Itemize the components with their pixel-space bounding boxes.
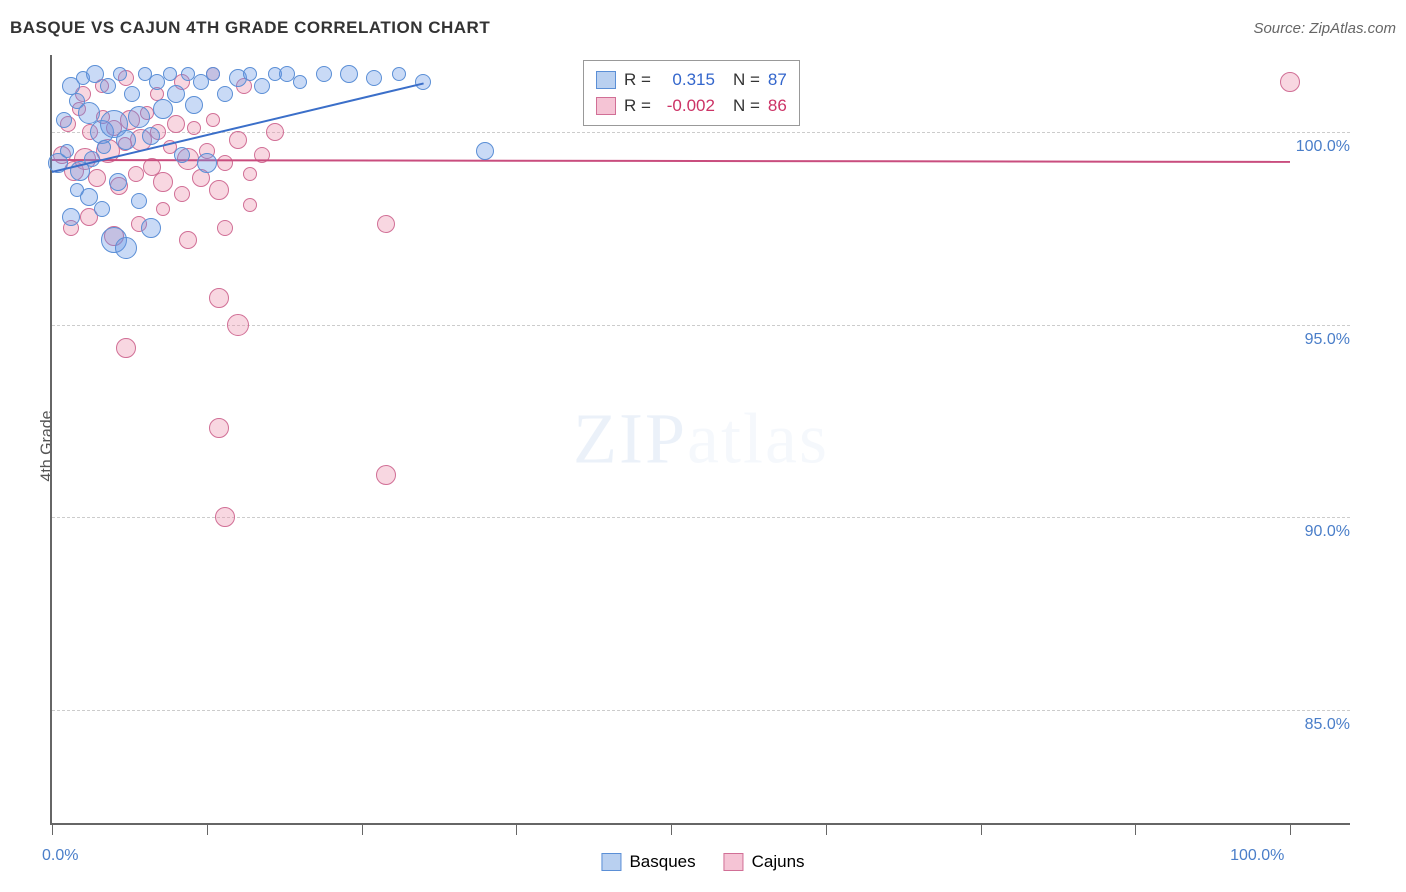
stats-legend-row: R = 0.315 N = 87 (596, 67, 787, 93)
scatter-point (100, 78, 116, 94)
stats-legend-row: R = -0.002 N = 86 (596, 93, 787, 119)
scatter-point (142, 127, 160, 145)
scatter-point (243, 167, 257, 181)
scatter-point (94, 201, 110, 217)
x-tick-label: 0.0% (42, 847, 78, 865)
scatter-point (293, 75, 307, 89)
scatter-point (163, 67, 177, 81)
y-tick-label: 85.0% (1280, 716, 1350, 734)
scatter-point (476, 142, 494, 160)
x-tick (207, 823, 208, 835)
scatter-point (366, 70, 382, 86)
trend-line (52, 159, 1290, 163)
scatter-point (197, 153, 217, 173)
scatter-point (1280, 72, 1300, 92)
scatter-point (128, 106, 150, 128)
scatter-point (174, 186, 190, 202)
y-tick-label: 95.0% (1280, 331, 1350, 349)
scatter-point (113, 67, 127, 81)
r-label: R = (624, 67, 651, 93)
scatter-point (217, 155, 233, 171)
watermark: ZIPatlas (573, 398, 829, 481)
x-tick (52, 823, 53, 835)
r-label: R = (624, 93, 651, 119)
scatter-point (116, 130, 136, 150)
scatter-point (217, 220, 233, 236)
source-label: Source: ZipAtlas.com (1253, 20, 1396, 37)
scatter-point (415, 74, 431, 90)
r-value: 0.315 (659, 67, 715, 93)
series-name: Cajuns (752, 852, 805, 872)
scatter-point (115, 237, 137, 259)
series-legend: Basques Cajuns (601, 852, 804, 872)
scatter-point (116, 338, 136, 358)
scatter-point (376, 465, 396, 485)
x-tick (1135, 823, 1136, 835)
scatter-point (243, 67, 257, 81)
x-tick (671, 823, 672, 835)
scatter-point (206, 113, 220, 127)
scatter-point (56, 112, 72, 128)
scatter-point (167, 85, 185, 103)
scatter-point (392, 67, 406, 81)
scatter-point (174, 147, 190, 163)
x-tick (981, 823, 982, 835)
scatter-point (97, 140, 111, 154)
legend-swatch (601, 853, 621, 871)
scatter-point (156, 202, 170, 216)
n-label: N = (733, 93, 760, 119)
scatter-point (229, 131, 247, 149)
scatter-point (209, 180, 229, 200)
legend-swatch (596, 71, 616, 89)
n-label: N = (733, 67, 760, 93)
x-tick-label: 100.0% (1230, 847, 1284, 865)
scatter-point (340, 65, 358, 83)
scatter-point (187, 121, 201, 135)
scatter-point (316, 66, 332, 82)
scatter-point (179, 231, 197, 249)
plot-area: ZIPatlas (50, 55, 1350, 825)
scatter-point (266, 123, 284, 141)
n-value: 86 (768, 93, 787, 119)
gridline (52, 132, 1350, 133)
scatter-point (209, 288, 229, 308)
x-tick (362, 823, 363, 835)
scatter-point (215, 507, 235, 527)
x-tick (1290, 823, 1291, 835)
scatter-point (377, 215, 395, 233)
series-legend-item: Cajuns (724, 852, 805, 872)
scatter-point (254, 78, 270, 94)
series-name: Basques (629, 852, 695, 872)
scatter-point (60, 144, 74, 158)
scatter-point (124, 86, 140, 102)
y-tick-label: 90.0% (1280, 523, 1350, 541)
scatter-point (167, 115, 185, 133)
scatter-point (227, 314, 249, 336)
scatter-point (243, 198, 257, 212)
legend-swatch (596, 97, 616, 115)
x-tick (826, 823, 827, 835)
scatter-point (217, 86, 233, 102)
scatter-point (153, 172, 173, 192)
scatter-point (185, 96, 203, 114)
scatter-point (62, 208, 80, 226)
scatter-point (206, 67, 220, 81)
scatter-point (141, 218, 161, 238)
scatter-point (109, 173, 127, 191)
scatter-point (128, 166, 144, 182)
chart-title: BASQUE VS CAJUN 4TH GRADE CORRELATION CH… (10, 18, 490, 38)
gridline (52, 517, 1350, 518)
legend-swatch (724, 853, 744, 871)
scatter-point (153, 99, 173, 119)
gridline (52, 710, 1350, 711)
x-tick (516, 823, 517, 835)
r-value: -0.002 (659, 93, 715, 119)
series-legend-item: Basques (601, 852, 695, 872)
n-value: 87 (768, 67, 787, 93)
y-tick-label: 100.0% (1280, 138, 1350, 156)
scatter-point (70, 183, 84, 197)
scatter-point (131, 193, 147, 209)
stats-legend: R = 0.315 N = 87 R = -0.002 N = 86 (583, 60, 800, 126)
scatter-point (209, 418, 229, 438)
